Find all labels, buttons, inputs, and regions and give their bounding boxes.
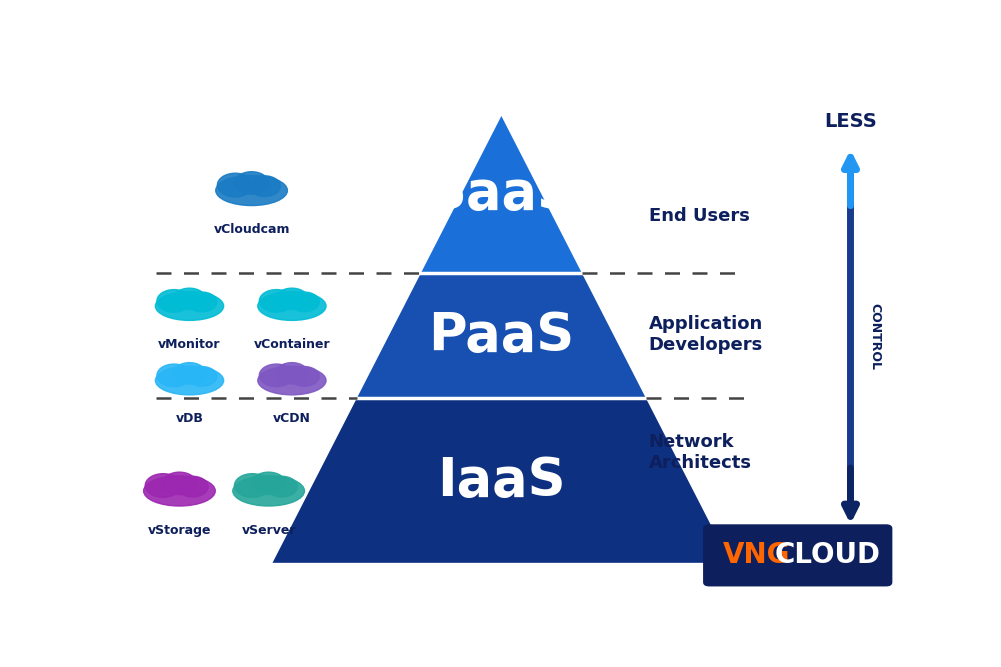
Circle shape	[234, 474, 270, 498]
Circle shape	[187, 292, 217, 311]
FancyBboxPatch shape	[703, 524, 892, 586]
Text: vContainer: vContainer	[253, 338, 330, 351]
Circle shape	[187, 367, 217, 386]
Text: vCloudcam: vCloudcam	[213, 223, 290, 236]
Circle shape	[157, 364, 191, 387]
Text: vStorage: vStorage	[148, 524, 211, 537]
Circle shape	[234, 171, 268, 194]
Polygon shape	[421, 116, 582, 273]
Text: PaaS: PaaS	[428, 309, 575, 362]
Circle shape	[259, 364, 293, 387]
Ellipse shape	[216, 175, 287, 205]
Circle shape	[217, 173, 253, 197]
Text: CONTROL: CONTROL	[868, 303, 881, 370]
Ellipse shape	[143, 476, 215, 506]
Text: Network
Architects: Network Architects	[649, 433, 752, 472]
Circle shape	[289, 367, 319, 386]
Circle shape	[145, 474, 181, 498]
Ellipse shape	[258, 291, 326, 320]
Circle shape	[276, 288, 308, 309]
Text: VNG: VNG	[724, 542, 791, 570]
Polygon shape	[356, 273, 646, 398]
Circle shape	[177, 476, 208, 497]
Polygon shape	[272, 398, 731, 563]
Circle shape	[157, 289, 191, 312]
Text: vCDN: vCDN	[273, 412, 311, 426]
Text: vServer: vServer	[241, 524, 296, 537]
Text: IaaS: IaaS	[437, 455, 566, 507]
Ellipse shape	[155, 291, 223, 320]
Text: vMonitor: vMonitor	[158, 338, 221, 351]
Text: LESS: LESS	[824, 111, 877, 131]
Circle shape	[249, 176, 280, 197]
Circle shape	[289, 292, 319, 311]
Ellipse shape	[155, 366, 223, 395]
Circle shape	[266, 476, 297, 497]
Text: SaaS: SaaS	[427, 168, 575, 220]
Circle shape	[259, 289, 293, 312]
Text: MORE: MORE	[819, 546, 883, 564]
Circle shape	[173, 363, 205, 384]
Ellipse shape	[258, 366, 326, 395]
Circle shape	[162, 472, 196, 494]
Circle shape	[251, 472, 285, 494]
Circle shape	[276, 363, 308, 384]
Ellipse shape	[233, 476, 304, 506]
Text: CLOUD: CLOUD	[775, 542, 881, 570]
Text: vDB: vDB	[175, 412, 203, 426]
Circle shape	[173, 288, 205, 309]
Text: Application
Developers: Application Developers	[649, 315, 763, 354]
Text: End Users: End Users	[649, 207, 750, 225]
